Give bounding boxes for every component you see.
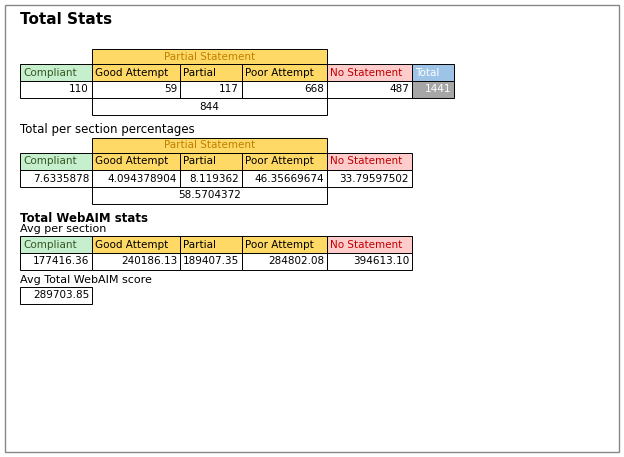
Bar	[92, 153, 180, 170]
Bar	[180, 236, 242, 253]
Text: Good Attempt: Good Attempt	[95, 156, 168, 166]
Bar	[327, 170, 412, 187]
Text: Total per section percentages: Total per section percentages	[20, 123, 195, 136]
Text: 33.79597502: 33.79597502	[339, 174, 409, 184]
Text: 8.119362: 8.119362	[189, 174, 239, 184]
Bar	[242, 253, 327, 270]
Bar	[327, 64, 412, 81]
Text: Good Attempt: Good Attempt	[95, 68, 168, 78]
Bar	[327, 153, 412, 170]
Text: 46.35669674: 46.35669674	[255, 174, 324, 184]
Bar	[180, 64, 242, 81]
Text: 289703.85: 289703.85	[32, 291, 89, 301]
Text: 844: 844	[200, 101, 220, 112]
Text: 59: 59	[163, 85, 177, 95]
Bar	[20, 253, 92, 270]
Text: Partial: Partial	[183, 68, 216, 78]
Text: Partial: Partial	[183, 239, 216, 250]
Text: 284802.08: 284802.08	[268, 256, 324, 266]
Text: 110: 110	[69, 85, 89, 95]
FancyBboxPatch shape	[5, 5, 619, 452]
Bar	[20, 236, 92, 253]
Text: 668: 668	[304, 85, 324, 95]
Text: Total WebAIM stats: Total WebAIM stats	[20, 212, 148, 225]
Bar	[242, 236, 327, 253]
Bar	[92, 49, 327, 64]
Text: Compliant: Compliant	[23, 156, 77, 166]
Text: 117: 117	[219, 85, 239, 95]
Text: Poor Attempt: Poor Attempt	[245, 239, 314, 250]
Bar	[180, 253, 242, 270]
Bar	[20, 64, 92, 81]
Bar	[20, 170, 92, 187]
Bar	[180, 170, 242, 187]
Text: 189407.35: 189407.35	[183, 256, 239, 266]
Text: No Statement: No Statement	[330, 239, 402, 250]
Bar	[327, 236, 412, 253]
Text: 7.6335878: 7.6335878	[32, 174, 89, 184]
Bar	[327, 81, 412, 98]
Text: Good Attempt: Good Attempt	[95, 239, 168, 250]
Text: 58.5704372: 58.5704372	[178, 191, 241, 201]
Text: Avg Total WebAIM score: Avg Total WebAIM score	[20, 275, 152, 285]
Bar	[180, 153, 242, 170]
Text: Total: Total	[415, 68, 439, 78]
Text: Compliant: Compliant	[23, 68, 77, 78]
Bar	[20, 153, 92, 170]
Bar	[242, 153, 327, 170]
Text: Poor Attempt: Poor Attempt	[245, 68, 314, 78]
Text: 4.094378904: 4.094378904	[107, 174, 177, 184]
Text: 487: 487	[389, 85, 409, 95]
Text: Partial: Partial	[183, 156, 216, 166]
Bar	[180, 81, 242, 98]
Bar	[327, 253, 412, 270]
Text: 240186.13: 240186.13	[121, 256, 177, 266]
Bar	[20, 81, 92, 98]
Text: 1441: 1441	[424, 85, 451, 95]
Text: Avg per section: Avg per section	[20, 224, 106, 234]
Text: 177416.36: 177416.36	[32, 256, 89, 266]
Bar	[92, 236, 180, 253]
Bar	[92, 138, 327, 153]
Bar	[92, 98, 327, 115]
Bar	[20, 287, 92, 304]
Bar	[412, 64, 454, 81]
Bar	[242, 170, 327, 187]
Bar	[92, 64, 180, 81]
Bar	[92, 253, 180, 270]
Text: Poor Attempt: Poor Attempt	[245, 156, 314, 166]
Text: Total Stats: Total Stats	[20, 12, 112, 27]
Bar	[92, 170, 180, 187]
Text: 394613.10: 394613.10	[353, 256, 409, 266]
Bar	[92, 187, 327, 204]
Text: Compliant: Compliant	[23, 239, 77, 250]
Text: Partial Statement: Partial Statement	[164, 52, 255, 62]
Text: Partial Statement: Partial Statement	[164, 140, 255, 150]
Bar	[242, 81, 327, 98]
Bar	[242, 64, 327, 81]
Bar	[92, 81, 180, 98]
Bar	[412, 81, 454, 98]
Text: No Statement: No Statement	[330, 68, 402, 78]
Text: No Statement: No Statement	[330, 156, 402, 166]
